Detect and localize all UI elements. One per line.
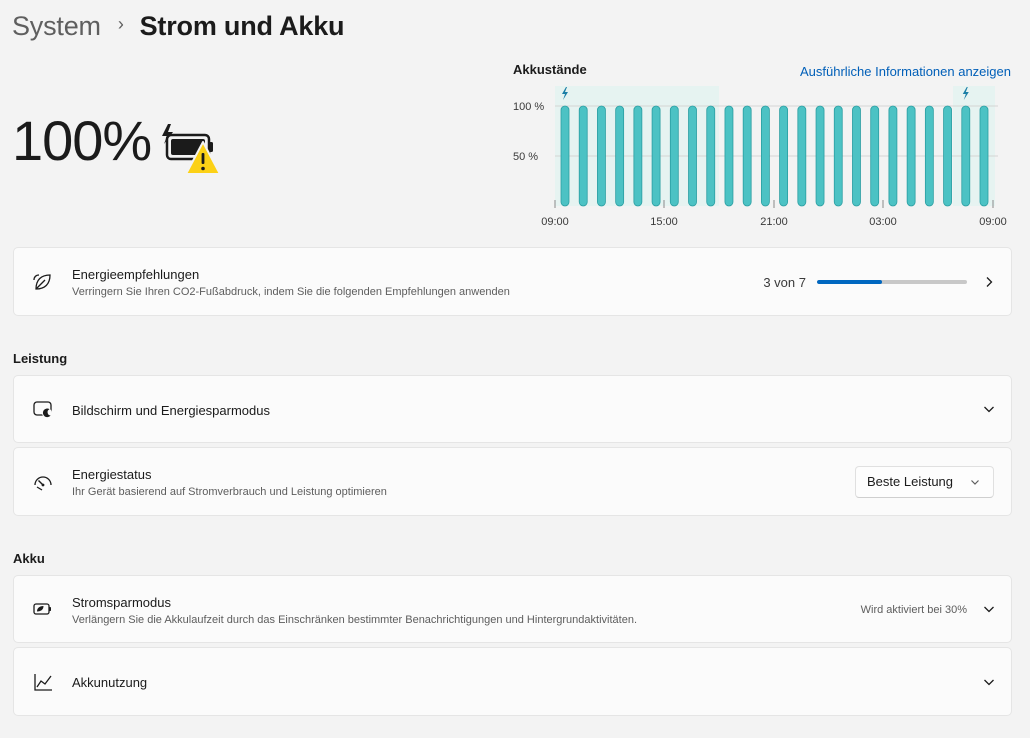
battery-bar xyxy=(688,105,697,207)
battery-bar xyxy=(651,105,661,207)
battery-usage-card[interactable]: Akkunutzung xyxy=(13,647,1012,716)
battery-bar xyxy=(797,105,807,207)
section-battery: Akku xyxy=(13,551,45,566)
battery-saver-subtitle: Verlängern Sie die Akkulaufzeit durch da… xyxy=(72,614,637,626)
recommendations-progress-bar xyxy=(817,280,967,284)
battery-bar xyxy=(906,105,916,207)
breadcrumb-separator: › xyxy=(117,13,124,34)
battery-bar xyxy=(615,105,625,207)
recommendations-subtitle: Verringern Sie Ihren CO2-Fußabdruck, ind… xyxy=(72,286,510,298)
battery-saver-card[interactable]: Stromsparmodus Verlängern Sie die Akkula… xyxy=(13,575,1012,643)
power-mode-subtitle: Ihr Gerät basierend auf Stromverbrauch u… xyxy=(72,486,387,498)
battery-bar xyxy=(669,105,679,207)
battery-bar xyxy=(961,105,971,207)
charging-bolt-icon xyxy=(962,87,969,100)
battery-bar xyxy=(724,105,734,207)
power-mode-card: Energiestatus Ihr Gerät basierend auf St… xyxy=(13,447,1012,516)
battery-bar xyxy=(633,105,643,207)
charging-bolt-icon xyxy=(562,87,568,100)
x-tick-label: 09:00 xyxy=(541,216,569,228)
power-mode-value: Beste Leistung xyxy=(867,474,954,489)
battery-percentage: 100% xyxy=(12,109,152,172)
screen-sleep-icon xyxy=(33,401,52,418)
recommendations-progress-fill xyxy=(817,280,882,284)
battery-bar xyxy=(852,105,861,207)
recommendations-title: Energieempfehlungen xyxy=(72,267,200,282)
battery-bar xyxy=(779,105,789,207)
screen-sleep-card[interactable]: Bildschirm und Energiesparmodus xyxy=(13,375,1012,443)
battery-level-chart: 100 % 50 % 09:00 15:00 21:00 03:00 09:00 xyxy=(513,86,1007,228)
chevron-right-icon xyxy=(986,276,993,287)
section-performance: Leistung xyxy=(13,351,68,366)
screen-sleep-title: Bildschirm und Energiesparmodus xyxy=(72,403,270,418)
battery-saver-status: Wird aktiviert bei 30% xyxy=(860,604,967,616)
chevron-down-icon xyxy=(984,606,994,613)
page-title: Strom und Akku xyxy=(139,10,345,41)
recommendations-progress-text: 3 von 7 xyxy=(763,275,806,290)
battery-bar xyxy=(597,105,606,207)
breadcrumb: System › Strom und Akku xyxy=(12,6,345,46)
breadcrumb-system[interactable]: System xyxy=(12,10,101,41)
battery-bar xyxy=(979,105,989,207)
battery-bar xyxy=(560,105,570,207)
battery-bar xyxy=(943,105,952,207)
x-tick-label: 09:00 xyxy=(979,216,1007,228)
leaf-icon xyxy=(33,273,51,290)
power-mode-dropdown[interactable]: Beste Leistung xyxy=(855,466,994,498)
battery-bar xyxy=(578,105,588,207)
x-tick-label: 03:00 xyxy=(869,216,897,228)
battery-bar xyxy=(742,105,752,207)
battery-bar xyxy=(924,105,934,207)
energy-recommendations-card[interactable]: Energieempfehlungen Verringern Sie Ihren… xyxy=(13,247,1012,316)
x-tick-label: 21:00 xyxy=(760,216,788,228)
power-mode-title: Energiestatus xyxy=(72,467,152,482)
charging-period-band xyxy=(953,86,995,206)
battery-bar xyxy=(815,105,825,207)
chevron-down-icon xyxy=(984,406,994,413)
chevron-down-icon xyxy=(971,480,979,485)
battery-bar xyxy=(870,105,880,207)
chevron-down-icon xyxy=(984,679,994,685)
y-tick-label: 50 % xyxy=(513,151,538,163)
battery-saver-icon xyxy=(33,603,51,615)
battery-bar xyxy=(760,105,770,207)
detailed-info-link[interactable]: Ausführliche Informationen anzeigen xyxy=(799,64,1011,79)
battery-bar xyxy=(833,105,843,207)
line-chart-icon xyxy=(34,673,52,691)
x-tick-label: 15:00 xyxy=(650,216,678,228)
battery-saver-title: Stromsparmodus xyxy=(72,595,171,610)
battery-bar xyxy=(888,105,898,207)
battery-usage-title: Akkunutzung xyxy=(72,675,148,690)
gauge-icon xyxy=(34,475,52,491)
chart-title: Akkustände xyxy=(513,62,587,77)
battery-charging-warning-icon xyxy=(160,122,222,181)
battery-bar xyxy=(706,105,716,207)
y-tick-label: 100 % xyxy=(513,101,544,113)
